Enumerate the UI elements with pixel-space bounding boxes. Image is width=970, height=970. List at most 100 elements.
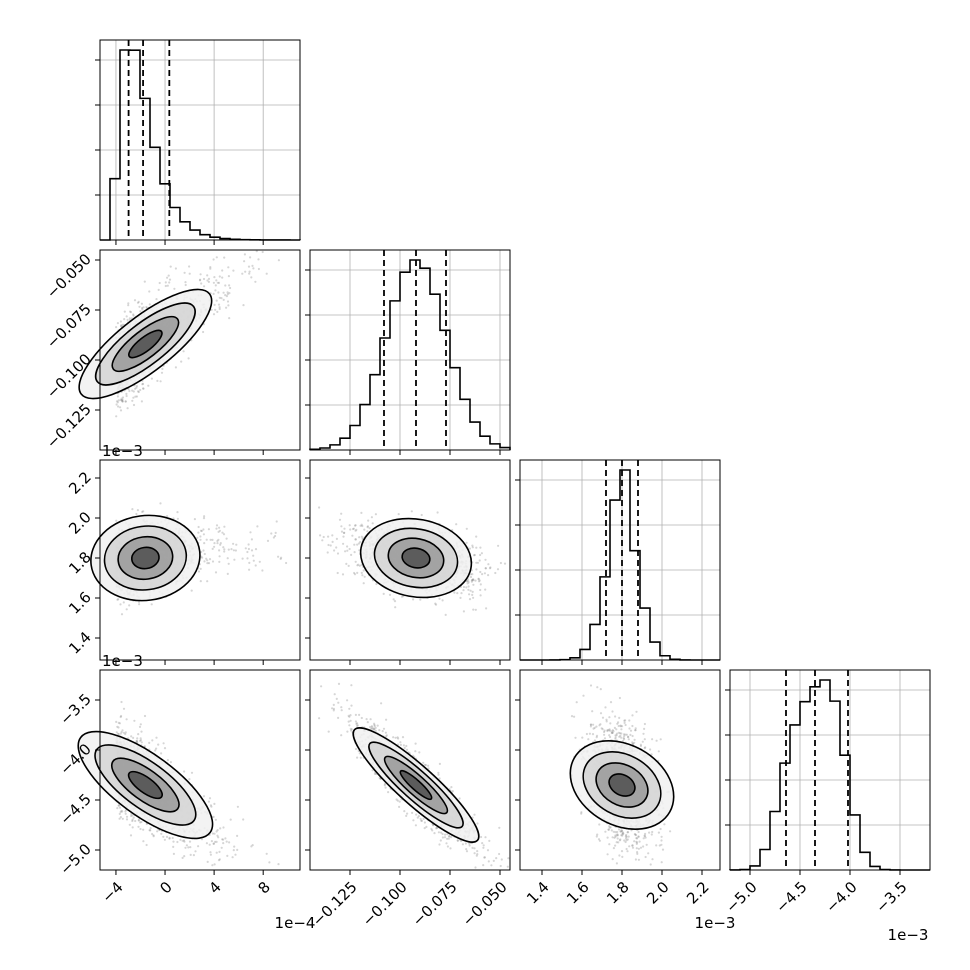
sample-point bbox=[139, 827, 142, 831]
sample-point bbox=[215, 524, 219, 527]
sample-point bbox=[199, 538, 202, 541]
sample-point bbox=[469, 575, 473, 579]
sample-point bbox=[184, 281, 187, 284]
sample-point bbox=[168, 278, 172, 281]
sample-point bbox=[131, 399, 134, 402]
sample-point bbox=[166, 284, 169, 287]
sample-point bbox=[216, 542, 219, 545]
sample-point bbox=[199, 567, 202, 571]
sample-point bbox=[479, 594, 482, 597]
sample-point bbox=[327, 543, 330, 547]
sample-point bbox=[193, 518, 196, 521]
histogram-2 bbox=[520, 469, 720, 661]
sample-point bbox=[474, 579, 477, 582]
sample-point bbox=[221, 276, 224, 279]
sample-point bbox=[363, 528, 366, 531]
sample-point bbox=[202, 330, 205, 334]
sample-point bbox=[388, 593, 392, 597]
sample-point bbox=[223, 525, 226, 528]
sample-point bbox=[250, 538, 253, 541]
sample-point bbox=[226, 293, 229, 296]
sample-point bbox=[125, 608, 128, 611]
sample-point bbox=[133, 299, 137, 302]
sample-point bbox=[135, 512, 138, 516]
sample-point bbox=[126, 318, 129, 321]
sample-point bbox=[475, 568, 478, 571]
sample-point bbox=[141, 383, 144, 386]
sample-point bbox=[250, 276, 253, 279]
sample-point bbox=[121, 400, 124, 403]
sample-point bbox=[219, 543, 222, 546]
sample-point bbox=[206, 580, 209, 583]
sample-point bbox=[197, 531, 200, 534]
sample-point bbox=[182, 350, 185, 353]
sample-point bbox=[232, 542, 235, 545]
sample-point bbox=[142, 387, 145, 390]
sample-point bbox=[351, 534, 354, 537]
sample-point bbox=[206, 279, 209, 282]
sample-point bbox=[471, 593, 474, 597]
sample-point bbox=[167, 274, 170, 277]
sample-point bbox=[465, 541, 468, 544]
sample-point bbox=[346, 549, 349, 552]
sample-point bbox=[216, 310, 219, 313]
sample-point bbox=[199, 529, 203, 532]
sample-point bbox=[477, 580, 481, 583]
sample-point bbox=[207, 280, 210, 283]
sample-point bbox=[438, 597, 441, 600]
sample-point bbox=[349, 528, 352, 531]
sample-point bbox=[121, 399, 124, 403]
sample-point bbox=[199, 273, 202, 276]
sample-point bbox=[180, 360, 183, 363]
sample-point bbox=[226, 572, 229, 576]
sample-point bbox=[197, 525, 200, 529]
sample-point bbox=[218, 275, 221, 278]
sample-point bbox=[203, 515, 206, 518]
sample-point bbox=[467, 585, 470, 588]
sample-point bbox=[226, 557, 229, 560]
sample-point bbox=[213, 303, 216, 306]
sample-point bbox=[254, 564, 257, 567]
sample-point bbox=[218, 296, 221, 299]
sample-point bbox=[217, 281, 221, 284]
sample-point bbox=[119, 398, 122, 402]
sample-point bbox=[270, 532, 273, 535]
sample-point bbox=[480, 552, 483, 555]
sample-point bbox=[227, 275, 230, 278]
sample-point bbox=[123, 318, 126, 321]
sample-point bbox=[119, 320, 122, 323]
sample-point bbox=[212, 313, 216, 316]
panel-frame bbox=[309, 249, 511, 451]
sample-point bbox=[207, 528, 210, 531]
sample-point bbox=[434, 603, 438, 606]
sample-point bbox=[210, 308, 213, 311]
hist-panel-0 bbox=[95, 39, 301, 241]
sample-point bbox=[218, 307, 221, 311]
sample-point bbox=[208, 558, 212, 561]
sample-point bbox=[255, 250, 258, 253]
sample-point bbox=[197, 570, 201, 573]
sample-point bbox=[357, 563, 360, 566]
sample-point bbox=[126, 407, 129, 410]
sample-point bbox=[266, 539, 270, 543]
sample-point bbox=[116, 322, 119, 325]
sample-point bbox=[221, 269, 224, 272]
sample-point bbox=[471, 544, 474, 547]
sample-point bbox=[477, 578, 480, 581]
sample-point bbox=[151, 739, 154, 742]
sample-point bbox=[213, 276, 216, 279]
sample-point bbox=[353, 543, 356, 546]
sample-point bbox=[147, 384, 150, 387]
sample-point bbox=[211, 560, 215, 563]
sample-point bbox=[483, 572, 486, 575]
sample-point bbox=[202, 549, 205, 552]
sample-point bbox=[225, 537, 228, 540]
sample-point bbox=[331, 534, 334, 537]
sample-point bbox=[115, 400, 119, 403]
sample-point bbox=[212, 281, 215, 284]
sample-point bbox=[124, 400, 127, 403]
sample-point bbox=[494, 571, 497, 575]
sample-point bbox=[183, 271, 186, 274]
sample-point bbox=[359, 540, 362, 544]
